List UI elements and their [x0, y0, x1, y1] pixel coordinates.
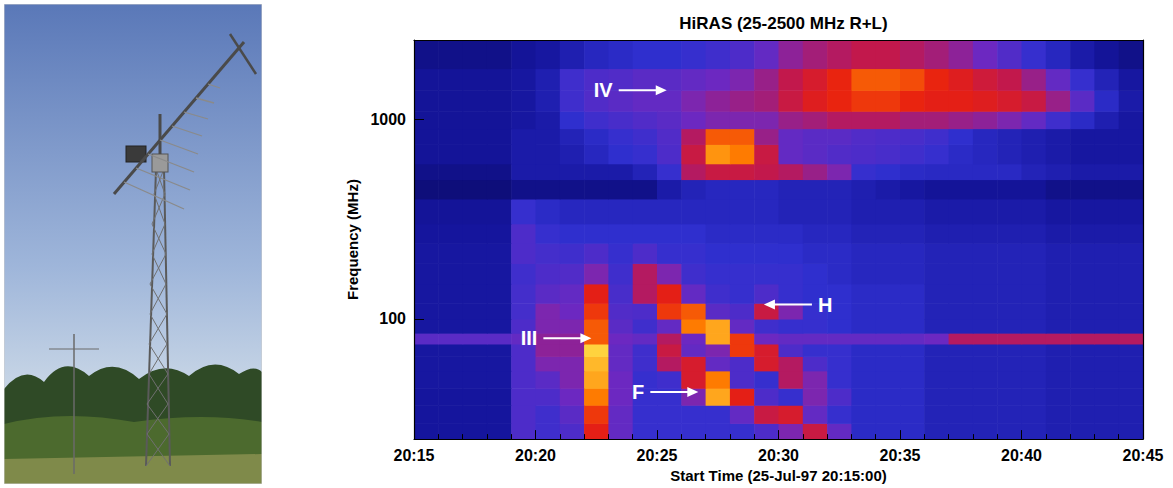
- svg-text:20:45: 20:45: [1123, 447, 1164, 464]
- svg-text:Frequency (MHz): Frequency (MHz): [344, 179, 361, 300]
- svg-text:20:40: 20:40: [1001, 447, 1042, 464]
- svg-text:III: III: [521, 327, 538, 349]
- svg-text:HiRAS (25-2500 MHz R+L): HiRAS (25-2500 MHz R+L): [679, 14, 887, 33]
- svg-text:20:35: 20:35: [880, 447, 921, 464]
- svg-text:20:15: 20:15: [394, 447, 435, 464]
- svg-text:F: F: [632, 381, 644, 403]
- svg-text:1000: 1000: [370, 111, 406, 128]
- svg-text:IV: IV: [594, 79, 614, 101]
- svg-text:20:25: 20:25: [637, 447, 678, 464]
- svg-text:Start Time (25-Jul-97 20:15:00: Start Time (25-Jul-97 20:15:00): [670, 467, 886, 484]
- svg-text:20:20: 20:20: [515, 447, 556, 464]
- svg-text:20:30: 20:30: [758, 447, 799, 464]
- svg-text:H: H: [818, 294, 832, 316]
- svg-text:100: 100: [379, 310, 406, 327]
